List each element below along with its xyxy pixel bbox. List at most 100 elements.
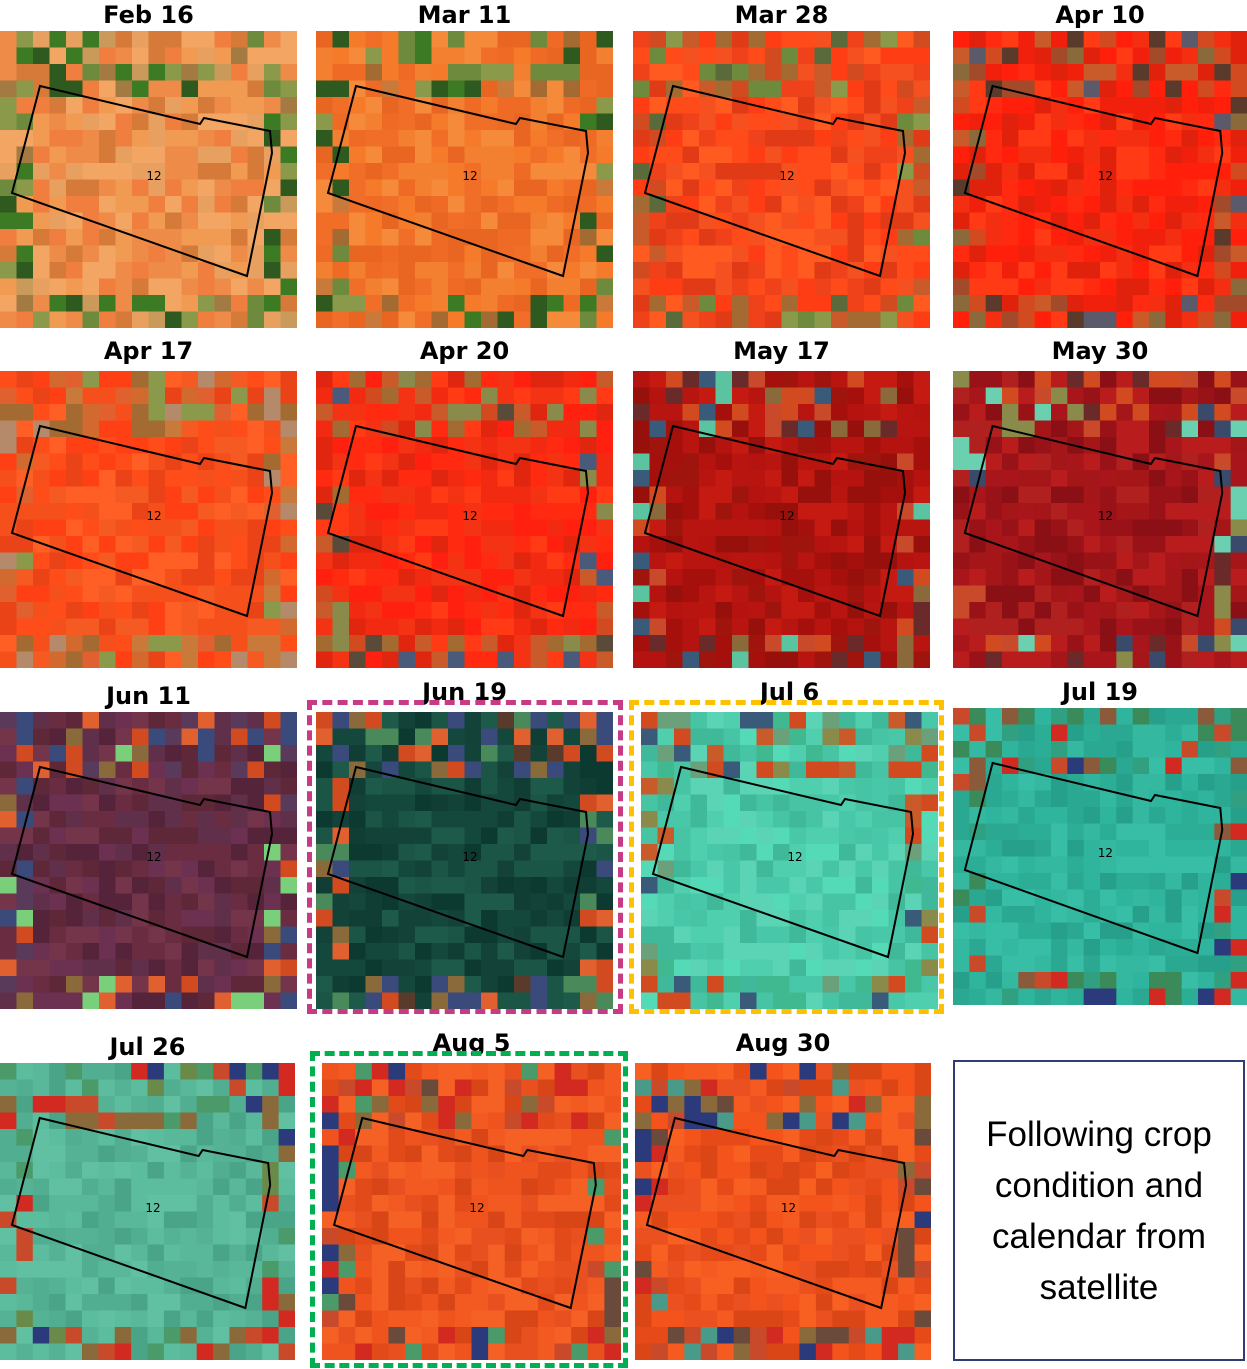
- pixel: [49, 130, 67, 148]
- pixel: [1100, 724, 1117, 742]
- pixel: [247, 893, 265, 911]
- pixel: [641, 778, 659, 796]
- pixel: [247, 278, 265, 296]
- pixel: [163, 1195, 181, 1213]
- pixel: [1149, 371, 1166, 389]
- pixel: [699, 569, 717, 587]
- pixel: [1002, 774, 1019, 792]
- pixel: [398, 163, 416, 181]
- pixel: [33, 602, 51, 620]
- pixel: [316, 295, 334, 313]
- pixel: [798, 519, 816, 537]
- pixel: [715, 130, 733, 148]
- pixel: [49, 844, 67, 862]
- pixel: [953, 955, 970, 973]
- pixel: [604, 1294, 621, 1312]
- pixel: [985, 437, 1003, 455]
- pixel: [98, 1079, 116, 1097]
- pixel: [198, 437, 216, 455]
- pixel: [332, 503, 350, 521]
- pixel: [398, 827, 416, 845]
- pixel: [415, 635, 433, 653]
- pixel: [1165, 708, 1183, 726]
- pixel: [198, 827, 216, 845]
- pixel: [1067, 519, 1085, 537]
- pixel: [148, 745, 166, 763]
- pixel: [756, 893, 774, 911]
- satellite-raster: 12: [0, 712, 297, 1009]
- pixel: [666, 80, 684, 98]
- pixel: [16, 1211, 34, 1229]
- pixel: [1116, 80, 1134, 98]
- pixel: [33, 295, 51, 313]
- pixel: [371, 1129, 390, 1147]
- pixel: [1230, 708, 1247, 726]
- pixel: [969, 708, 987, 726]
- pixel: [831, 470, 849, 488]
- pixel: [880, 163, 898, 181]
- pixel: [1018, 988, 1036, 1005]
- pixel: [148, 651, 166, 668]
- pixel: [1165, 179, 1183, 197]
- pixel: [115, 420, 133, 438]
- pixel: [635, 1294, 653, 1312]
- pixel: [382, 371, 400, 389]
- pixel: [264, 992, 282, 1009]
- pixel: [264, 31, 282, 49]
- pixel: [365, 371, 383, 389]
- pixel: [563, 618, 581, 636]
- pixel: [16, 1343, 34, 1360]
- pixel: [633, 486, 651, 504]
- pixel: [1149, 922, 1166, 940]
- pixel: [148, 976, 166, 994]
- pixel: [0, 811, 18, 829]
- pixel: [953, 387, 970, 405]
- pixel: [98, 1228, 116, 1246]
- pixel: [1002, 278, 1019, 296]
- pixel: [165, 163, 183, 181]
- pixel: [1165, 31, 1183, 49]
- pixel: [748, 651, 766, 668]
- pixel: [332, 387, 350, 405]
- pixel: [1165, 404, 1183, 422]
- pixel: [1181, 278, 1199, 296]
- pixel: [497, 179, 515, 197]
- pixel: [421, 1112, 439, 1130]
- pixel: [1198, 80, 1215, 98]
- pixel: [888, 844, 906, 862]
- pixel: [454, 1211, 473, 1229]
- pixel: [165, 245, 183, 263]
- pixel: [530, 437, 548, 455]
- pixel: [740, 778, 758, 796]
- pixel: [454, 1112, 473, 1130]
- pixel: [198, 64, 216, 82]
- pixel: [1083, 823, 1101, 841]
- pixel: [985, 635, 1003, 653]
- pixel: [848, 1063, 866, 1081]
- pixel: [180, 1178, 198, 1196]
- pixel: [732, 404, 750, 422]
- pixel: [1116, 774, 1134, 792]
- pixel: [147, 1129, 165, 1147]
- pixel: [371, 1162, 390, 1180]
- pixel: [667, 1063, 685, 1081]
- pixel: [448, 794, 466, 812]
- pixel: [1083, 453, 1101, 471]
- pixel: [530, 245, 548, 263]
- pixel: [431, 712, 449, 730]
- pixel: [405, 1261, 423, 1279]
- pixel: [488, 1063, 506, 1081]
- pixel: [198, 387, 216, 405]
- pixel: [1181, 708, 1199, 726]
- pixel: [831, 80, 849, 98]
- pixel: [831, 486, 849, 504]
- pixel: [666, 651, 684, 668]
- pixel: [580, 179, 598, 197]
- pixel: [864, 31, 882, 49]
- pixel: [49, 811, 67, 829]
- pixel: [1067, 64, 1085, 82]
- pixel: [748, 295, 766, 313]
- pixel: [49, 877, 67, 895]
- pixel: [464, 311, 482, 328]
- pixel: [349, 536, 367, 554]
